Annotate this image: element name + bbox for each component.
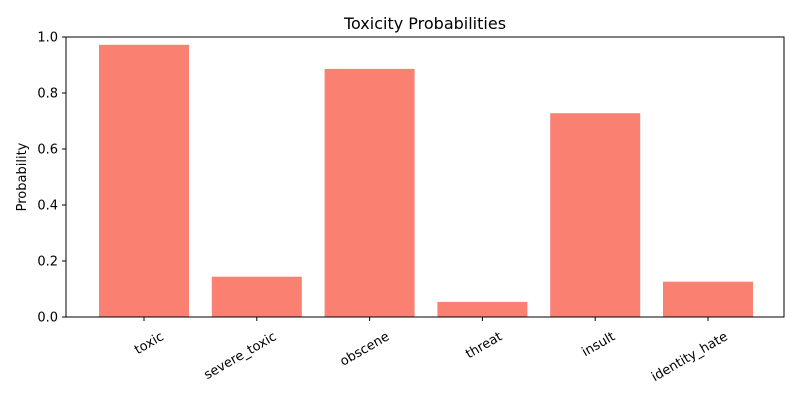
bar-insult	[550, 113, 641, 317]
plot-frame	[65, 36, 785, 318]
y-tick-label: 0.6	[37, 143, 58, 158]
chart-title: Toxicity Probabilities	[343, 14, 506, 33]
x-tick-label: severe_toxic	[202, 329, 280, 383]
bar-threat	[437, 301, 528, 317]
y-axis-ticks: 0.0 0.2 0.4 0.6 0.8 1.0	[37, 31, 66, 326]
y-tick-label: 0.0	[37, 311, 58, 326]
x-tick-label: toxic	[132, 329, 166, 358]
bar-toxic	[99, 44, 189, 318]
bar-identity-hate	[663, 281, 753, 317]
x-tick-label: obscene	[338, 329, 393, 369]
y-tick-label: 0.4	[37, 199, 58, 214]
y-tick-label: 1.0	[37, 31, 58, 46]
x-tick-label: threat	[463, 329, 505, 362]
y-axis-label: Probability	[15, 142, 30, 211]
y-tick-label: 0.2	[37, 255, 58, 270]
x-tick-label: identity_hate	[649, 329, 730, 385]
x-axis-ticks: toxic severe_toxic obscene threat insult iden…	[132, 317, 731, 385]
y-tick-label: 0.8	[37, 87, 58, 102]
bars-group	[99, 44, 753, 318]
bar-severe-toxic	[211, 276, 302, 317]
bar-obscene	[324, 68, 415, 318]
x-tick-label: insult	[579, 329, 617, 360]
